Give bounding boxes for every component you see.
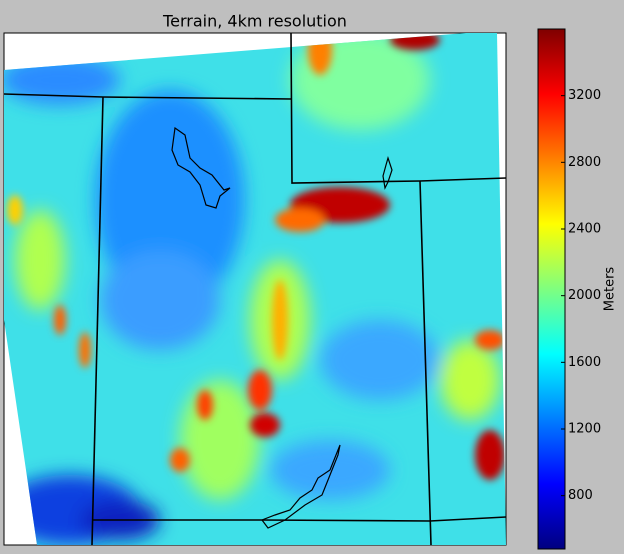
colorbar-label: Meters	[603, 267, 618, 312]
colorbar-tick-label: 1600	[568, 355, 601, 370]
boundaries	[3, 32, 507, 546]
colorbar-tick-label: 2800	[568, 155, 601, 170]
chart-title: Terrain, 4km resolution	[162, 12, 347, 31]
colorbar-tick-label: 2400	[568, 222, 601, 237]
colorbar-tick-label: 1200	[568, 422, 601, 437]
terrain	[4, 33, 506, 545]
colorbar-tick-label: 3200	[568, 88, 601, 103]
colorbar	[537, 28, 566, 550]
colorbar-tick-label: 800	[568, 488, 593, 503]
colorbar-tick-label: 2000	[568, 288, 601, 303]
